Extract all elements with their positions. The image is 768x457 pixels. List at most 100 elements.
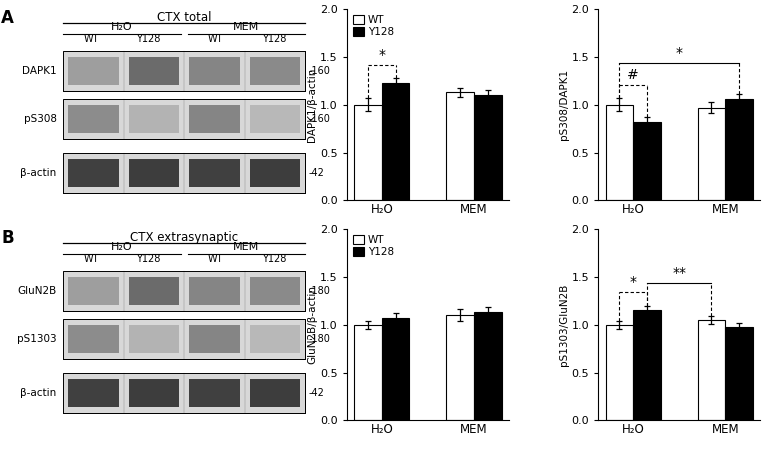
- Bar: [250, 105, 300, 133]
- Bar: [124, 153, 184, 193]
- Bar: [189, 379, 240, 407]
- Text: Y128: Y128: [136, 33, 161, 43]
- Text: H₂O: H₂O: [111, 242, 133, 252]
- Text: B: B: [1, 229, 14, 247]
- Bar: [697, 320, 725, 420]
- Bar: [184, 372, 245, 413]
- Bar: [63, 153, 305, 193]
- Text: CTX total: CTX total: [157, 11, 211, 24]
- Bar: [63, 271, 124, 311]
- Bar: [474, 312, 502, 420]
- Text: Y128: Y128: [262, 254, 286, 264]
- Y-axis label: GluN2B/β-actin: GluN2B/β-actin: [307, 285, 317, 364]
- Text: MEM: MEM: [233, 242, 260, 252]
- Bar: [68, 325, 119, 353]
- Y-axis label: pS1303/GluN2B: pS1303/GluN2B: [558, 284, 568, 366]
- Bar: [382, 318, 409, 420]
- Text: -180: -180: [309, 334, 330, 344]
- Bar: [245, 271, 305, 311]
- Bar: [697, 108, 725, 201]
- Bar: [245, 153, 305, 193]
- Bar: [382, 83, 409, 201]
- Bar: [128, 57, 180, 85]
- Bar: [725, 99, 753, 201]
- Bar: [68, 159, 119, 187]
- Bar: [605, 325, 633, 420]
- Bar: [68, 57, 119, 85]
- Bar: [63, 51, 124, 91]
- Text: -180: -180: [309, 287, 330, 296]
- Bar: [250, 159, 300, 187]
- Bar: [63, 319, 305, 359]
- Text: WT: WT: [207, 33, 223, 43]
- Text: WT: WT: [83, 33, 99, 43]
- Text: Y128: Y128: [136, 254, 161, 264]
- Bar: [446, 315, 474, 420]
- Text: β-actin: β-actin: [21, 388, 57, 398]
- Bar: [63, 153, 124, 193]
- Bar: [245, 319, 305, 359]
- Text: *: *: [379, 48, 386, 62]
- Bar: [68, 105, 119, 133]
- Bar: [633, 310, 660, 420]
- Text: -160: -160: [309, 114, 330, 124]
- Bar: [354, 105, 382, 201]
- Bar: [63, 99, 124, 139]
- Text: β-actin: β-actin: [21, 168, 57, 178]
- Text: -42: -42: [309, 388, 324, 398]
- Text: GluN2B: GluN2B: [18, 287, 57, 296]
- Text: H₂O: H₂O: [111, 22, 133, 32]
- Text: -42: -42: [309, 168, 324, 178]
- Bar: [184, 99, 245, 139]
- Bar: [184, 51, 245, 91]
- Bar: [124, 51, 184, 91]
- Bar: [63, 372, 124, 413]
- Bar: [250, 57, 300, 85]
- Bar: [68, 379, 119, 407]
- Text: **: **: [672, 266, 687, 280]
- Bar: [250, 325, 300, 353]
- Bar: [354, 325, 382, 420]
- Text: pS1303: pS1303: [17, 334, 57, 344]
- Bar: [63, 99, 305, 139]
- Bar: [128, 325, 180, 353]
- Bar: [446, 92, 474, 201]
- Text: *: *: [676, 46, 683, 60]
- Text: Y128: Y128: [262, 33, 286, 43]
- Bar: [63, 372, 305, 413]
- Bar: [124, 372, 184, 413]
- Bar: [124, 99, 184, 139]
- Bar: [189, 159, 240, 187]
- Bar: [725, 327, 753, 420]
- Bar: [189, 105, 240, 133]
- Bar: [245, 51, 305, 91]
- Bar: [184, 153, 245, 193]
- Bar: [189, 325, 240, 353]
- Bar: [128, 277, 180, 305]
- Bar: [250, 379, 300, 407]
- Bar: [63, 271, 305, 311]
- Text: DAPK1: DAPK1: [22, 66, 57, 76]
- Bar: [189, 57, 240, 85]
- Bar: [124, 271, 184, 311]
- Bar: [245, 99, 305, 139]
- Text: MEM: MEM: [233, 22, 260, 32]
- Bar: [63, 319, 124, 359]
- Bar: [184, 319, 245, 359]
- Text: -160: -160: [309, 66, 330, 76]
- Bar: [128, 379, 180, 407]
- Text: CTX extrasynaptic: CTX extrasynaptic: [131, 231, 238, 244]
- Bar: [605, 105, 633, 201]
- Text: pS308: pS308: [24, 114, 57, 124]
- Y-axis label: pS308/DAPK1: pS308/DAPK1: [558, 69, 568, 140]
- Legend: WT, Y128: WT, Y128: [352, 14, 395, 38]
- Bar: [63, 271, 305, 311]
- Bar: [124, 319, 184, 359]
- Bar: [189, 277, 240, 305]
- Bar: [633, 122, 660, 201]
- Bar: [63, 372, 305, 413]
- Bar: [63, 319, 305, 359]
- Bar: [63, 153, 305, 193]
- Bar: [245, 372, 305, 413]
- Bar: [63, 51, 305, 91]
